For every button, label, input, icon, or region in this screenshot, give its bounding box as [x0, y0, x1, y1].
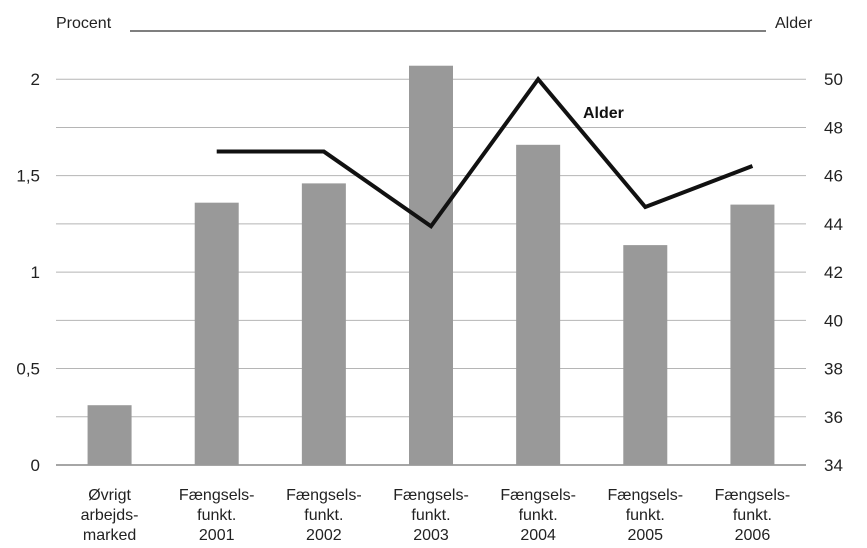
bar [623, 245, 668, 465]
category-label: Fængsels-funkt. 2003 [393, 487, 469, 544]
left-tick-label: 1,5 [16, 167, 40, 186]
right-tick-label: 44 [824, 215, 843, 234]
line-path [216, 75, 754, 230]
right-tick-label: 42 [824, 263, 843, 282]
category-label: Fængsels-funkt. 2005 [607, 487, 683, 544]
left-tick-label: 0 [31, 456, 40, 475]
bar-series [87, 65, 775, 466]
bar [194, 202, 239, 465]
bar [409, 65, 453, 465]
right-tick-label: 36 [824, 408, 843, 427]
bar [87, 405, 132, 465]
bar [516, 144, 561, 465]
right-axis-ticks: 34 36 38 40 42 44 46 48 50 [824, 70, 843, 475]
right-tick-label: 34 [824, 456, 843, 475]
category-label: Øvrigt arbejds-marked [81, 487, 139, 544]
right-tick-label: 38 [824, 360, 843, 379]
category-labels: Øvrigt arbejds-marked Fængsels-funkt. 2001 F… [81, 487, 791, 544]
line-series [216, 75, 754, 230]
left-axis-ticks: 0 0,5 1 1,5 2 [16, 70, 40, 475]
left-axis-label: Procent [56, 15, 112, 32]
right-tick-label: 46 [824, 167, 843, 186]
category-label: Fængsels-funkt. 2001 [179, 487, 255, 544]
line-series-label: Alder [583, 105, 624, 122]
category-label: Fængsels-funkt. 2002 [286, 487, 362, 544]
left-tick-label: 0,5 [16, 360, 40, 379]
right-tick-label: 40 [824, 311, 843, 330]
bar [301, 183, 346, 466]
right-tick-label: 48 [824, 118, 843, 137]
left-tick-label: 2 [31, 70, 40, 89]
right-tick-label: 50 [824, 70, 843, 89]
right-axis-label: Alder [775, 15, 813, 32]
bar [730, 204, 775, 465]
category-label: Fængsels-funkt. 2006 [715, 487, 791, 544]
category-label: Fængsels-funkt. 2004 [500, 487, 576, 544]
left-tick-label: 1 [31, 263, 40, 282]
